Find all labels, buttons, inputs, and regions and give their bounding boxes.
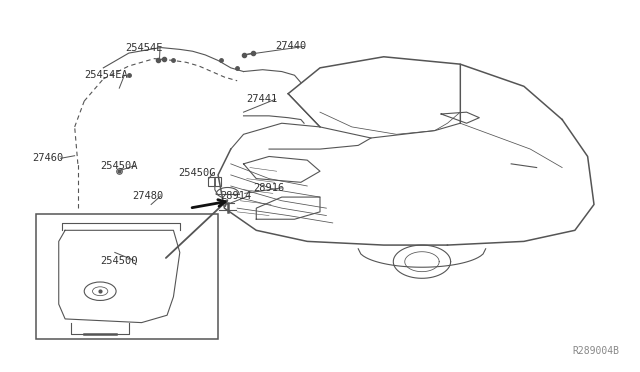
Text: 27440: 27440 xyxy=(275,41,307,51)
Text: 27480: 27480 xyxy=(132,191,163,201)
Text: 25454E: 25454E xyxy=(125,42,163,52)
Text: 25450Q: 25450Q xyxy=(100,256,138,266)
Text: 28916: 28916 xyxy=(253,183,284,193)
Bar xyxy=(209,177,221,186)
Text: 28914: 28914 xyxy=(220,191,252,201)
Text: R289004B: R289004B xyxy=(573,346,620,356)
Text: 27441: 27441 xyxy=(246,94,278,104)
Text: 25450G: 25450G xyxy=(179,168,216,178)
Bar xyxy=(36,214,218,339)
Text: 25454EA: 25454EA xyxy=(84,70,128,80)
Text: 27460: 27460 xyxy=(32,153,63,163)
Text: 25450A: 25450A xyxy=(100,161,138,171)
